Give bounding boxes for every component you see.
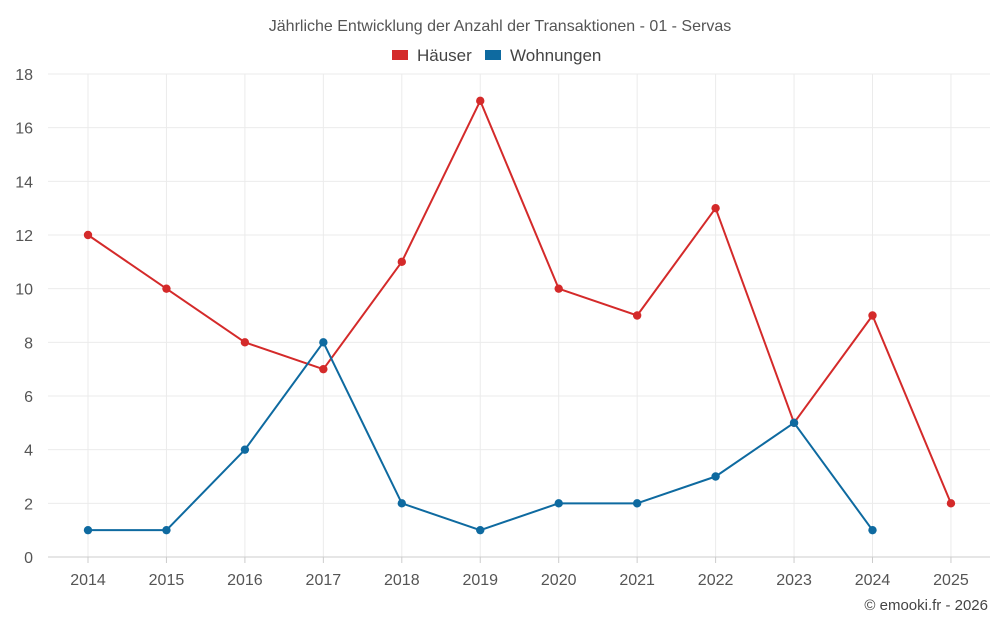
data-point-haeuser[interactable]: Häuser: 10 — [554, 284, 563, 293]
x-tick-label: 2014 — [70, 572, 106, 589]
data-point-haeuser[interactable]: Häuser: 9 — [632, 311, 642, 320]
data-point-haeuser[interactable]: Häuser: 17 — [476, 96, 485, 106]
series-haeuser: Häuser: 12 Häuser: 10 Häuser: 8 Häuser: 7 Hä… — [83, 96, 956, 508]
x-tick-label: 2025 — [933, 572, 969, 589]
x-tick-label: 2018 — [384, 572, 420, 589]
data-point-wohnungen[interactable]: Wohnungen: 2 — [397, 499, 406, 508]
data-point-haeuser[interactable]: Häuser: 12 — [83, 230, 93, 240]
data-point-wohnungen[interactable]: Wohnungen: 1 — [83, 525, 93, 535]
x-tick-label: 2022 — [698, 572, 734, 589]
x-tick-label: 2023 — [776, 572, 812, 589]
legend-swatch-haeuser — [392, 50, 408, 60]
axes: 0 2 4 6 8 10 12 14 16 18 2014 2015 2016 2017 2018 2019 2… — [15, 67, 990, 589]
y-tick-label: 16 — [15, 121, 33, 138]
x-tick-label: 2020 — [541, 572, 577, 589]
data-point-wohnungen[interactable]: Wohnungen: 2 — [632, 499, 642, 508]
credit-label: © emooki.fr - 2026 — [864, 597, 988, 614]
data-point-haeuser[interactable]: Häuser: 8 — [240, 338, 250, 347]
legend-swatch-wohnungen — [485, 50, 501, 60]
data-point-haeuser[interactable]: Häuser: 10 — [162, 284, 171, 293]
legend[interactable]: Häuser Wohnungen — [392, 46, 601, 65]
y-tick-label: 8 — [24, 335, 33, 352]
data-point-haeuser[interactable]: Häuser: 9 — [868, 311, 877, 320]
y-tick-label: 18 — [15, 67, 33, 84]
y-tick-label: 0 — [24, 550, 33, 567]
x-tick-label: 2015 — [149, 572, 185, 589]
series-wohnungen: Wohnungen: 1 Wohnungen: 1 Wohnungen: 4 Wohn… — [83, 338, 877, 535]
series: Häuser: 12 Häuser: 10 Häuser: 8 Häuser: 7 Hä… — [83, 96, 956, 535]
data-point-haeuser[interactable]: Häuser: 2 — [946, 499, 956, 508]
data-point-haeuser[interactable]: Häuser: 11 — [397, 257, 406, 267]
y-tick-label: 2 — [24, 496, 33, 513]
data-point-wohnungen[interactable]: Wohnungen: 1 — [868, 525, 877, 535]
data-point-wohnungen[interactable]: Wohnungen: 1 — [476, 525, 485, 535]
data-point-wohnungen[interactable]: Wohnungen: 1 — [162, 525, 171, 535]
x-tick-label: 2019 — [462, 572, 498, 589]
y-tick-label: 10 — [15, 282, 33, 299]
x-tick-label: 2017 — [306, 572, 342, 589]
data-point-wohnungen[interactable]: Wohnungen: 8 — [319, 338, 328, 347]
x-tick-label: 2021 — [619, 572, 655, 589]
chart-title: Jährliche Entwicklung der Anzahl der Tra… — [269, 18, 731, 35]
data-point-wohnungen[interactable]: Wohnungen: 2 — [554, 499, 563, 508]
legend-item-haeuser[interactable]: Häuser — [392, 46, 472, 65]
data-point-haeuser[interactable]: Häuser: 13 — [711, 203, 720, 213]
y-tick-label: 4 — [24, 443, 33, 460]
legend-label-haeuser: Häuser — [417, 46, 472, 65]
legend-item-wohnungen[interactable]: Wohnungen — [485, 46, 601, 65]
data-point-wohnungen[interactable]: Wohnungen: 3 — [711, 472, 720, 481]
legend-label-wohnungen: Wohnungen — [510, 46, 601, 65]
series-line-haeuser — [87, 99, 952, 505]
y-tick-label: 14 — [15, 174, 33, 191]
data-point-wohnungen[interactable]: Wohnungen: 4 — [240, 445, 250, 454]
x-tick-label: 2024 — [855, 572, 891, 589]
x-tick-label: 2016 — [227, 572, 263, 589]
y-tick-label: 6 — [24, 389, 33, 406]
data-point-haeuser[interactable]: Häuser: 7 — [319, 364, 328, 374]
y-tick-label: 12 — [15, 228, 33, 245]
data-point-wohnungen[interactable]: Wohnungen: 5 — [789, 418, 799, 428]
grid — [48, 73, 990, 557]
